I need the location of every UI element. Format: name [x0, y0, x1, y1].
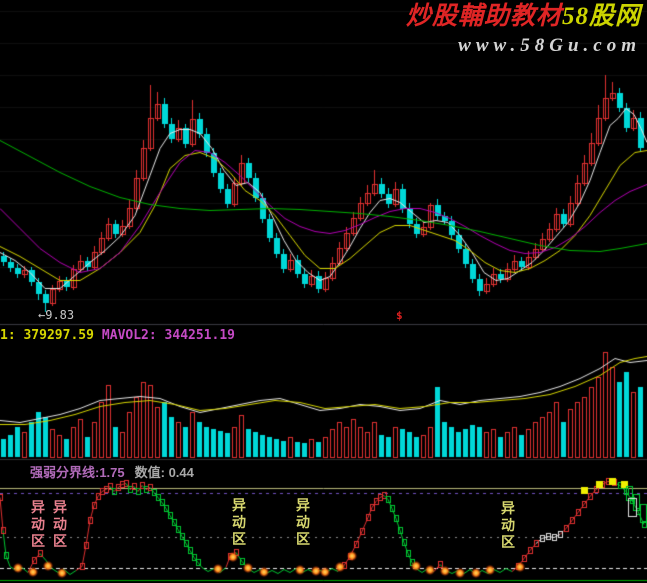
strength-value-label: 数值: 0.44 — [134, 465, 194, 480]
lowest-price-label: ←9.83 — [38, 308, 75, 322]
watermark-title-yellow: 58股网 — [561, 3, 641, 30]
watermark-title: 炒股輔助教材58股网 — [406, 3, 641, 30]
unusual-zone-label: 异动区 — [232, 497, 246, 547]
watermark-title-red: 炒股輔助教材 — [405, 3, 562, 30]
watermark: 炒股輔助教材58股网 www.58Gu.com — [406, 4, 641, 59]
unusual-zone-label: 异动区 — [31, 499, 45, 549]
mavol2-label: MAVOL2: 344251.19 — [101, 328, 235, 343]
signal-marker: $ — [396, 309, 403, 322]
watermark-url: www.58Gu.com — [458, 35, 641, 56]
unusual-zone-label: 异动区 — [53, 499, 67, 549]
mavol1-label: 1: 379297.59 — [0, 328, 94, 343]
unusual-zone-label: 异动区 — [296, 497, 310, 547]
unusual-zone-label: 异动区 — [501, 500, 515, 550]
strength-indicator-labels: 强弱分界线:1.75 数值: 0.44 — [30, 462, 194, 481]
strength-threshold-label: 强弱分界线:1.75 — [30, 465, 125, 480]
volume-indicator-labels: 1: 379297.59 MAVOL2: 344251.19 — [0, 328, 235, 343]
